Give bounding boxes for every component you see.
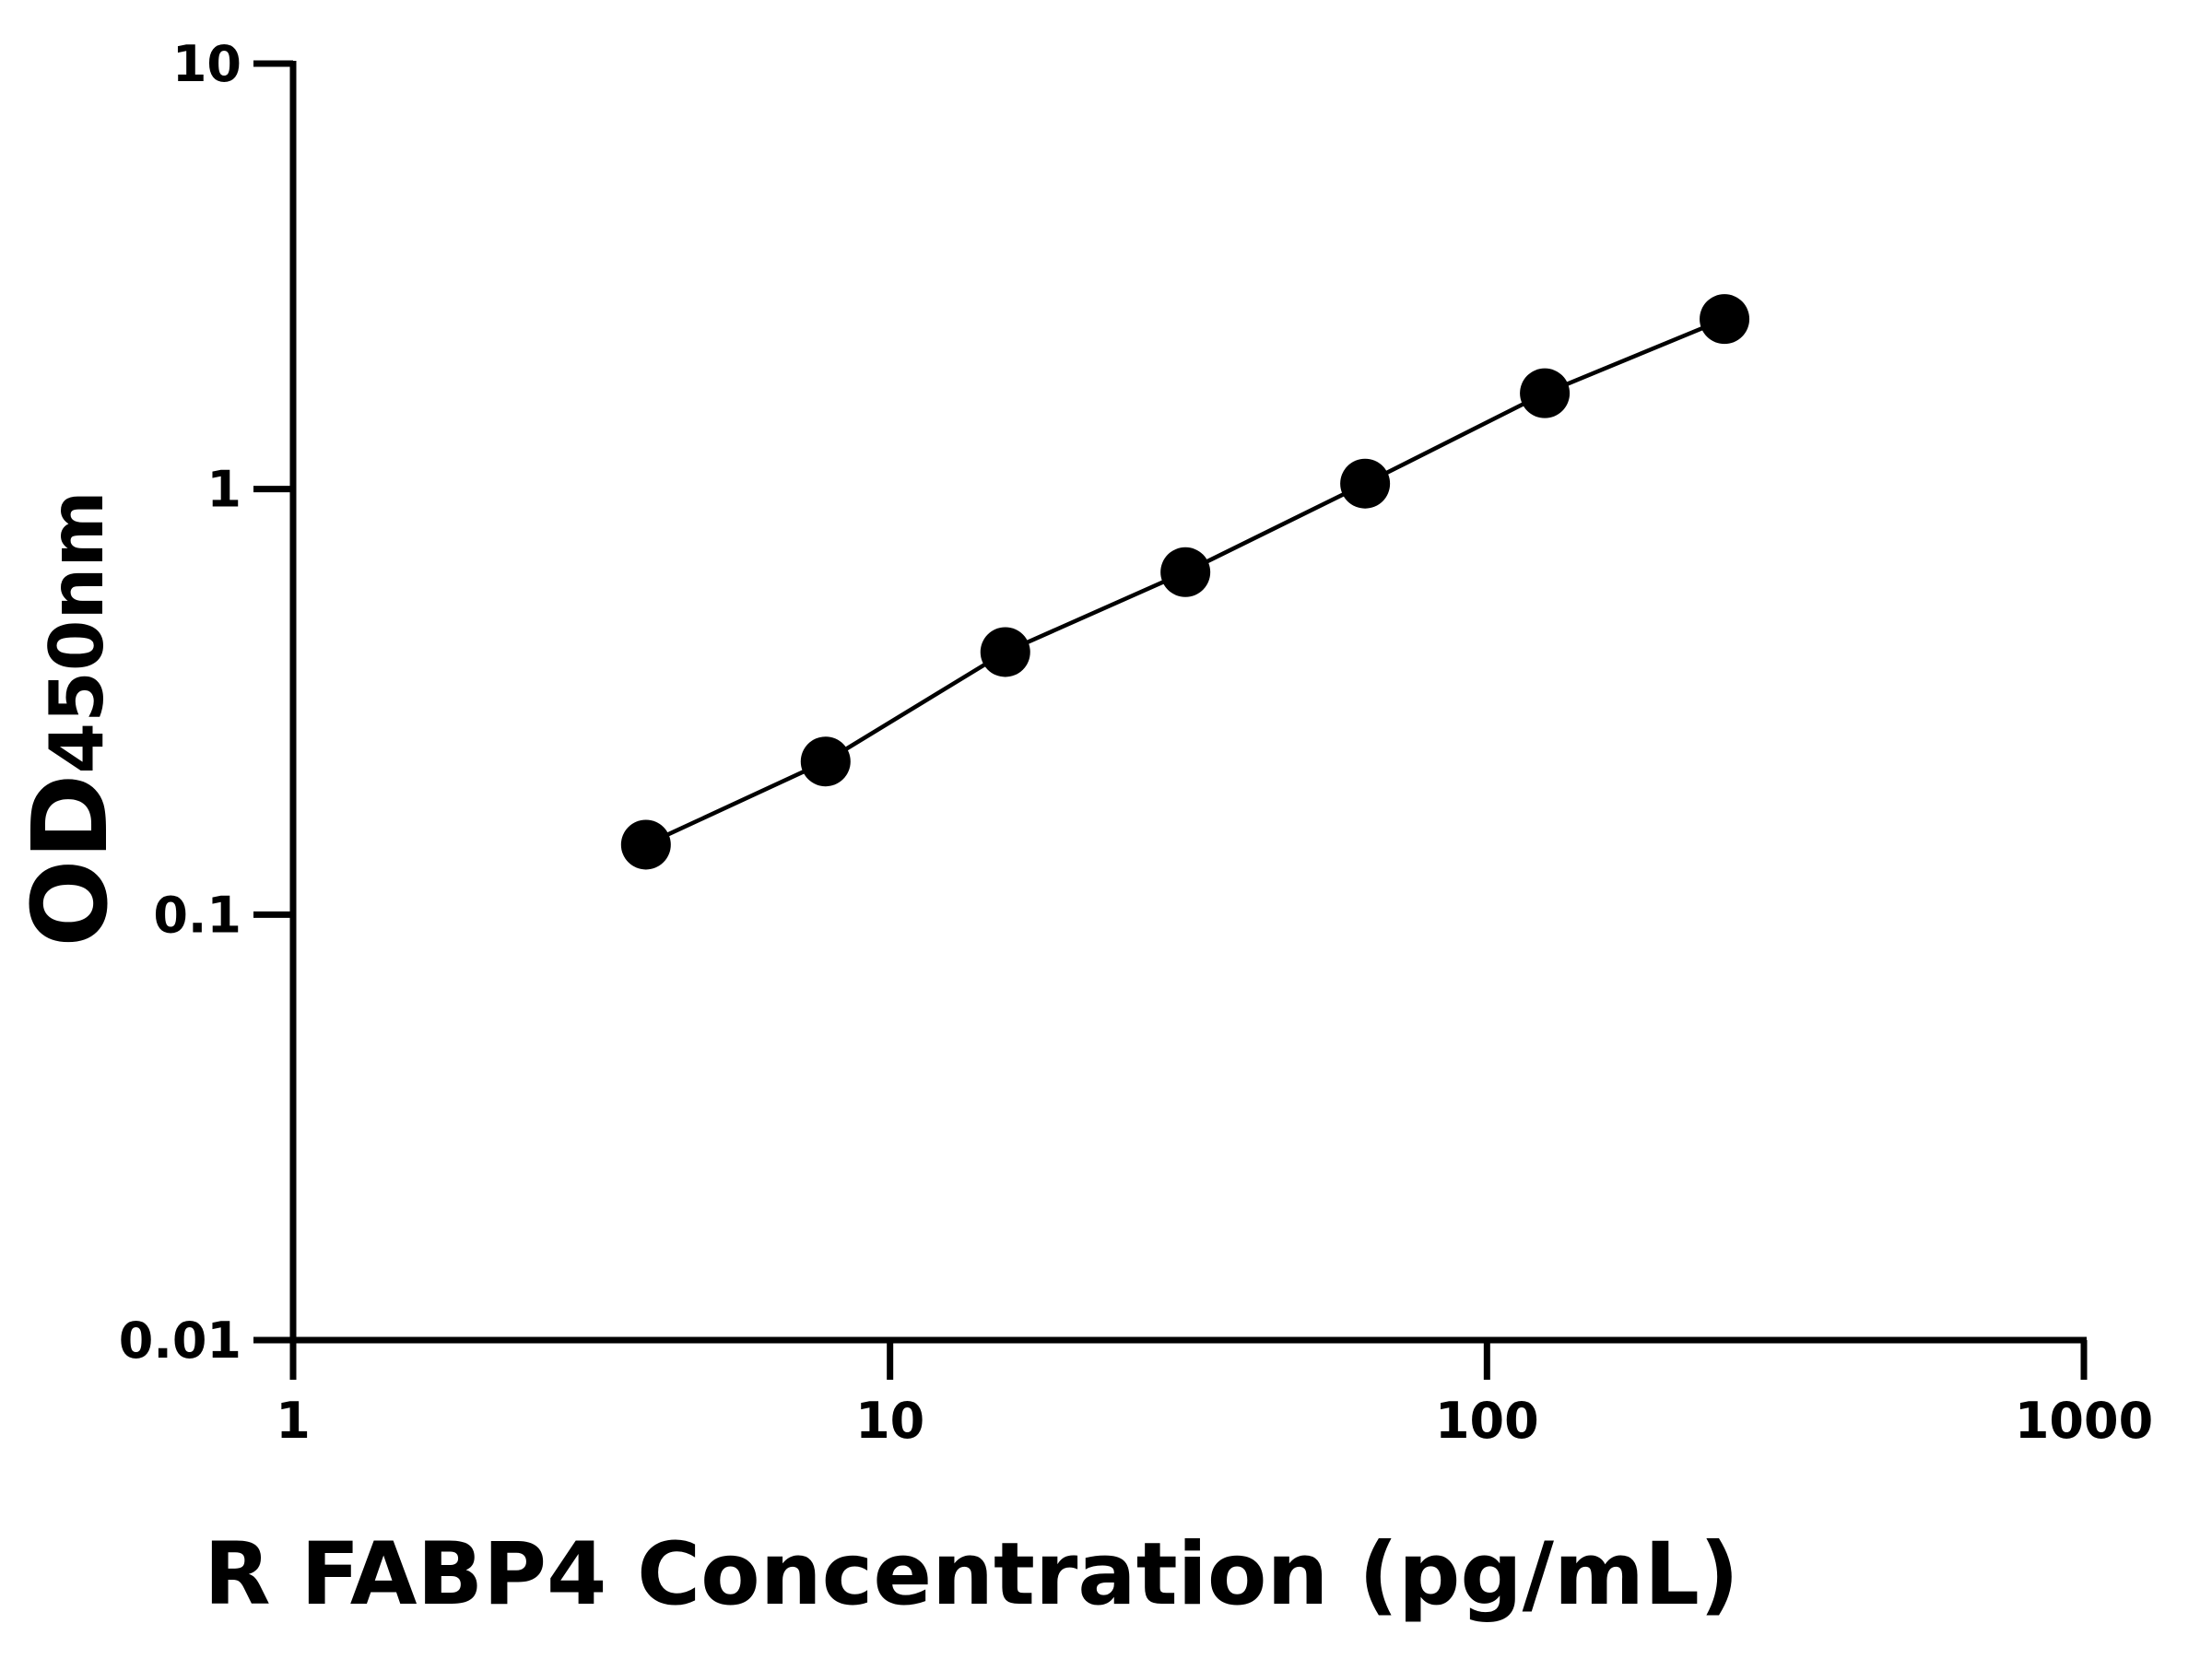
data-point [1520,368,1571,418]
y-axis-title-sub: 450nm [34,490,120,773]
data-point [980,627,1030,677]
x-tick-label: 10 [855,1392,924,1450]
data-point [1340,458,1391,509]
data-point [800,736,851,787]
x-tick-label: 1000 [2015,1392,2153,1450]
x-axis-title: R FABP4 Concentration (pg/mL) [204,1524,1739,1625]
x-tick-label: 100 [1435,1392,1539,1450]
x-tick-label: 1 [276,1392,311,1450]
y-axis-title-main: OD [11,774,131,947]
y-tick-label: 10 [172,35,241,93]
data-point [1700,294,1750,345]
y-tick-label: 0.1 [153,886,241,944]
y-tick-label: 1 [206,461,241,519]
data-point [620,819,671,870]
y-tick-label: 0.01 [119,1312,241,1370]
y-axis-title: OD450nm [11,490,131,947]
data-point [1160,547,1211,597]
